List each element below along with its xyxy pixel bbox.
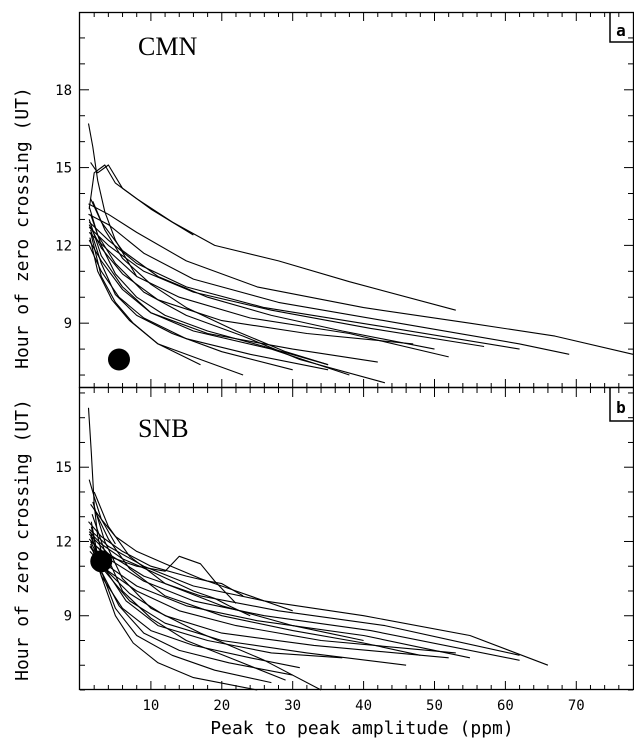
panel-a-series-line bbox=[90, 162, 194, 236]
x-tick-label: 20 bbox=[213, 698, 230, 714]
panel-a-series-line bbox=[88, 203, 634, 355]
panel-b-series-line bbox=[88, 528, 549, 666]
panel-b-series-line bbox=[92, 501, 322, 691]
panel-a-series-line bbox=[88, 213, 570, 355]
panel-a-series-line bbox=[88, 206, 386, 384]
x-tick-label: 50 bbox=[426, 698, 443, 714]
panel-a-frame bbox=[78, 11, 634, 389]
panel-b-series-line bbox=[90, 521, 258, 691]
ticks-layer: 9 12 15 18 9 12 15 10 20 30 40 50 60 70 bbox=[55, 12, 633, 714]
x-axis-title: Peak to peak amplitude (ppm) bbox=[210, 718, 513, 739]
panel-a-series-line bbox=[88, 221, 520, 350]
panel-a-series-line bbox=[88, 232, 449, 358]
panel-b-y-tick-label: 12 bbox=[55, 534, 72, 550]
panel-a-series-line bbox=[88, 226, 485, 348]
x-tick-label: 40 bbox=[355, 698, 372, 714]
panel-a-label-box bbox=[609, 12, 634, 43]
panel-a-series-line bbox=[90, 214, 329, 366]
panel-a-series-line bbox=[88, 164, 456, 311]
panel-b-y-tick-label: 15 bbox=[55, 460, 72, 476]
panel-a-series-line bbox=[89, 237, 244, 376]
panel-a-series-line bbox=[90, 229, 293, 371]
panel-a-y-tick-label: 9 bbox=[64, 316, 72, 332]
panel-a-y-tick-label: 18 bbox=[55, 83, 72, 99]
panel-a-station: CMN bbox=[138, 32, 197, 61]
panel-a-series-line bbox=[90, 232, 201, 366]
panel-b-y-tick-label: 9 bbox=[64, 609, 72, 625]
panel-a-series-line bbox=[88, 219, 350, 376]
panel-b-series-line bbox=[93, 491, 364, 642]
panel-b-marker-dot bbox=[90, 550, 113, 573]
panel-b-label-box bbox=[609, 388, 634, 422]
panel-b-label: b bbox=[616, 398, 626, 417]
panel-a-y-tick-label: 12 bbox=[55, 238, 72, 254]
panel-a-y-tick-label: 15 bbox=[55, 161, 72, 177]
panel-b-series-line bbox=[89, 551, 456, 654]
panel-b-series-line bbox=[88, 521, 244, 597]
marker-layer bbox=[90, 348, 130, 573]
panel-a-ylabel: Hour of zero crossing (UT) bbox=[12, 87, 33, 369]
panel-a-series-line bbox=[92, 201, 329, 366]
panel-b-series-line bbox=[93, 509, 421, 656]
panel-a-marker-dot bbox=[107, 348, 130, 371]
x-tick-label: 10 bbox=[142, 698, 159, 714]
x-tick-label: 30 bbox=[284, 698, 301, 714]
panel-a-series-line bbox=[88, 245, 329, 371]
panel-a-label: a bbox=[616, 21, 626, 40]
panel-b-ylabel: Hour of zero crossing (UT) bbox=[12, 399, 33, 681]
panel-b-series-line bbox=[91, 514, 286, 681]
series-layer bbox=[87, 123, 634, 691]
panel-a-series-line bbox=[90, 198, 435, 350]
x-tick-label: 60 bbox=[497, 698, 514, 714]
x-tick-label: 70 bbox=[568, 698, 585, 714]
panel-b-station: SNB bbox=[138, 414, 189, 443]
panel-b-series-line bbox=[88, 538, 520, 661]
